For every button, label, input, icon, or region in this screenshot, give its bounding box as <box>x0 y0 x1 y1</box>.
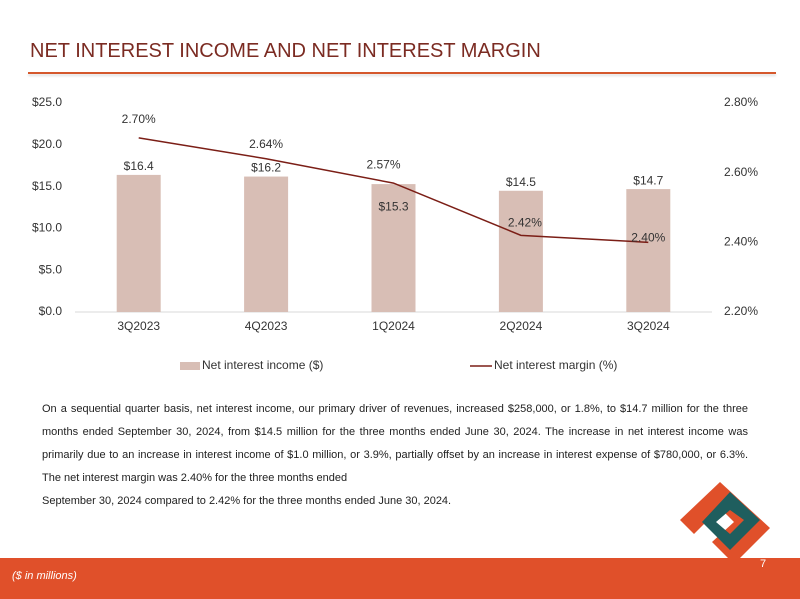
slide-title: NET INTEREST INCOME AND NET INTEREST MAR… <box>30 40 541 62</box>
line-label: 2.57% <box>366 157 400 171</box>
y-tick-label: $15.0 <box>32 179 62 193</box>
paragraph: September 30, 2024 compared to 2.42% for… <box>42 495 452 507</box>
page-number: 7 <box>760 558 767 570</box>
bar <box>626 189 671 312</box>
bar-label: $16.2 <box>251 161 281 175</box>
bar-label: $16.4 <box>124 159 154 173</box>
legend-swatch <box>180 362 200 370</box>
x-tick-label: 3Q2024 <box>627 319 670 333</box>
y-tick-label: $25.0 <box>32 95 62 109</box>
bar-label: $15.3 <box>378 199 408 213</box>
bar <box>498 190 543 312</box>
legend-label: Net interest margin (%) <box>494 358 617 372</box>
x-tick-label: 2Q2024 <box>500 319 543 333</box>
footnote: ($ in millions) <box>12 570 77 582</box>
title-rule <box>28 72 776 74</box>
y2-tick-label: 2.60% <box>724 165 758 179</box>
line-label: 2.42% <box>508 216 542 230</box>
legend-label: Net interest income ($) <box>202 358 323 372</box>
commentary: On a sequential quarter basis, net inter… <box>42 398 748 513</box>
x-tick-label: 1Q2024 <box>372 319 415 333</box>
y-tick-label: $0.0 <box>39 304 63 318</box>
bar <box>244 176 289 312</box>
line-label: 2.64% <box>249 137 283 151</box>
bar <box>371 184 416 312</box>
y-tick-label: $10.0 <box>32 221 62 235</box>
x-tick-label: 4Q2023 <box>245 319 288 333</box>
paragraph: On a sequential quarter basis, net inter… <box>42 403 748 484</box>
bar-label: $14.7 <box>633 173 663 187</box>
y-tick-label: $5.0 <box>39 262 63 276</box>
line-label: 2.70% <box>122 112 156 126</box>
x-tick-label: 3Q2023 <box>117 319 160 333</box>
bar-label: $14.5 <box>506 175 536 189</box>
footer-band <box>0 558 800 599</box>
logo <box>680 482 770 564</box>
y-tick-label: $20.0 <box>32 137 62 151</box>
line <box>138 137 649 244</box>
chart: $0.0 $5.0 $10.0 $15.0 $20.0 $25.0 2.20% 2.40% 2.… <box>32 95 758 372</box>
bar <box>116 174 161 312</box>
line-label: 2.40% <box>631 231 665 245</box>
y2-tick-label: 2.40% <box>724 235 758 249</box>
y2-tick-label: 2.20% <box>724 304 758 318</box>
y2-tick-label: 2.80% <box>724 95 758 109</box>
